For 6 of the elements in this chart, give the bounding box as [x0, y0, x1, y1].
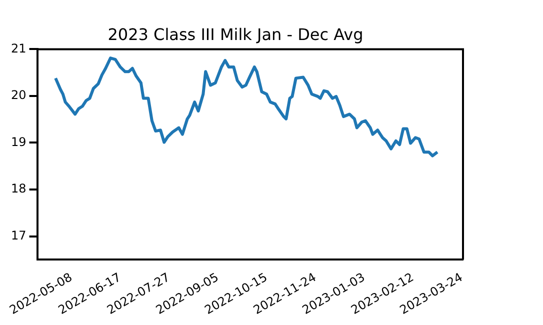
y-tick-label: 19 [10, 134, 26, 149]
y-tick-label: 17 [10, 228, 26, 242]
y-tick-label: 18 [10, 182, 26, 196]
y-tick-label: 21 [10, 41, 26, 56]
y-tick-label: 20 [10, 88, 26, 102]
chart-title: 2023 Class III Milk Jan - Dec Avg [108, 24, 364, 44]
